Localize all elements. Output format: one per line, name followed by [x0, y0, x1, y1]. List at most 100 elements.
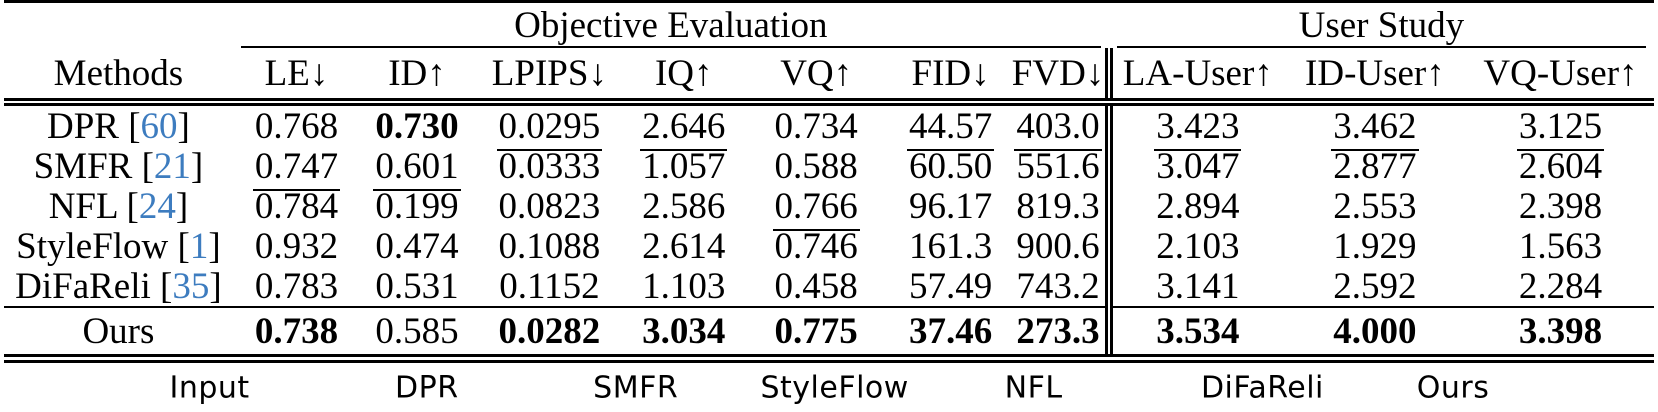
ours-vq-value: 0.775: [742, 306, 890, 363]
group-header-spacer: [4, 2, 233, 49]
col-header-la-user: LA-User↑: [1104, 48, 1283, 106]
value-text: 0.0295: [496, 105, 603, 151]
nfl-lpips-value: 0.0823: [474, 186, 625, 226]
dpr-la-user-value: 3.423: [1104, 102, 1283, 151]
difareli-fid-value: 57.49: [890, 266, 1011, 307]
table-row-smfr: SMFR [21] 0.747 0.601 0.0333 1.057 0.588 60.50…: [4, 145, 1654, 191]
method-name: DiFaReli: [15, 265, 151, 307]
nfl-iq-value: 2.586: [625, 186, 742, 226]
group-header-objective-evaluation: Objective Evaluation: [233, 2, 1109, 49]
value-text: 1.103: [642, 265, 726, 307]
nfl-vq-user-value: 2.398: [1467, 186, 1654, 226]
value-text: 2.592: [1333, 265, 1417, 307]
value-text: 0.1088: [498, 225, 601, 267]
difareli-fvd-value: 743.2: [1011, 266, 1109, 307]
smfr-vq-user-value: 2.604: [1467, 146, 1654, 186]
citation-link[interactable]: 21: [153, 145, 191, 187]
col-header-id-user: ID-User↑: [1282, 48, 1467, 106]
value-text: 2.553: [1333, 185, 1417, 227]
value-text: 0.747: [252, 145, 341, 191]
styleflow-la-user-value: 2.103: [1104, 225, 1283, 267]
method-cell-difareli: DiFaReli [35]: [15, 265, 222, 307]
method-name: DPR: [46, 105, 119, 147]
col-header-id: ID↑: [360, 48, 474, 106]
value-text: 0.474: [375, 225, 459, 267]
value-text: 0.458: [774, 265, 858, 307]
nfl-id-value: 0.199: [360, 186, 474, 226]
value-text: 3.047: [1156, 145, 1240, 187]
col-header-fvd: FVD↓: [1011, 48, 1109, 106]
nfl-fvd-value: 819.3: [1011, 186, 1109, 226]
method-name: StyleFlow: [16, 225, 169, 267]
nfl-fid-value: 96.17: [890, 186, 1011, 226]
value-text: 0.531: [375, 265, 459, 307]
figure-label-ours: Ours: [1416, 370, 1490, 406]
method-name: SMFR: [33, 145, 133, 187]
ours-id-user-value: 4.000: [1282, 306, 1467, 363]
difareli-lpips-value: 0.1152: [474, 266, 625, 307]
nfl-le-value: 0.784: [233, 186, 360, 226]
table-row-styleflow: StyleFlow [1] 0.932 0.474 0.1088 2.614 0.746 1…: [4, 226, 1654, 266]
styleflow-fvd-value: 900.6: [1011, 226, 1109, 266]
value-text: 0.0333: [498, 145, 601, 187]
citation-link[interactable]: 1: [189, 225, 209, 267]
styleflow-id-value: 0.474: [360, 226, 474, 266]
col-header-vq: VQ↑: [742, 48, 890, 106]
smfr-lpips-value: 0.0333: [474, 146, 625, 186]
smfr-id-value: 0.601: [360, 145, 474, 191]
styleflow-le-value: 0.932: [233, 226, 360, 266]
ours-le-value: 0.738: [232, 306, 361, 363]
method-name: Ours: [82, 310, 155, 352]
citation-link[interactable]: 60: [140, 105, 178, 147]
value-text: 96.17: [908, 185, 993, 227]
method-cell-ours: Ours: [4, 306, 233, 363]
group-header-row: Objective Evaluation User Study: [4, 2, 1654, 49]
value-text: 2.586: [642, 185, 726, 227]
styleflow-vq-value: 0.746: [743, 226, 890, 266]
paper-table-figure: Objective Evaluation User Study Methods …: [4, 0, 1654, 412]
table-row-ours: Ours 0.738 0.585 0.0282 3.034 0.775 37.46 273.3…: [4, 306, 1654, 363]
value-text: 819.3: [1016, 185, 1100, 227]
figure-label-dpr: DPR: [395, 370, 459, 406]
citation-link[interactable]: 24: [138, 185, 176, 227]
value-text: 0.601: [373, 145, 461, 191]
nfl-vq-value: 0.766: [743, 185, 890, 231]
styleflow-iq-value: 2.614: [625, 226, 742, 266]
value-text: 4.000: [1333, 310, 1417, 352]
citation-link[interactable]: 35: [172, 265, 210, 307]
value-text: 3.462: [1331, 105, 1419, 151]
value-text: 37.46: [908, 310, 993, 352]
smfr-le-value: 0.747: [233, 145, 360, 191]
styleflow-vq-user-value: 1.563: [1467, 226, 1654, 266]
value-text: 60.50: [908, 145, 993, 187]
dpr-iq-value: 2.646: [625, 102, 742, 151]
value-text: 0.932: [254, 225, 339, 267]
value-text: 0.734: [774, 105, 858, 147]
dpr-id-user-value: 3.462: [1283, 102, 1467, 151]
method-cell-dpr: DPR [60]: [46, 105, 190, 147]
ours-lpips-value: 0.0282: [473, 306, 626, 363]
method-cell-nfl: NFL [24]: [48, 185, 189, 227]
column-header-row: Methods LE↓ ID↑ LPIPS↓ IQ↑ VQ↑ FID↓ FVD↓ LA-Use…: [4, 48, 1654, 106]
figure-label-nfl: NFL: [1004, 370, 1063, 406]
difareli-vq-user-value: 2.284: [1467, 266, 1654, 307]
value-text: 3.398: [1518, 310, 1603, 352]
nfl-id-user-value: 2.553: [1283, 186, 1467, 226]
smfr-la-user-value: 3.047: [1104, 145, 1283, 187]
smfr-iq-value: 1.057: [625, 146, 742, 186]
value-text: 1.929: [1333, 225, 1417, 267]
value-text: 1.057: [642, 145, 726, 187]
col-header-fid: FID↓: [889, 48, 1012, 106]
value-text: 0.746: [774, 225, 858, 267]
value-text: 3.125: [1516, 105, 1605, 151]
value-text: 2.103: [1156, 225, 1240, 267]
value-text: 0.0282: [498, 310, 601, 352]
value-text: 743.2: [1016, 265, 1100, 307]
ours-fvd-value: 273.3: [1011, 306, 1109, 363]
figure-label-input: Input: [169, 370, 250, 406]
value-text: 2.646: [640, 105, 728, 151]
results-table-body: DPR [60] 0.768 0.730 0.0295 2.646 0.734 44.57 4…: [4, 102, 1654, 363]
figure-label-strip: Input DPR SMFR StyleFlow NFL DiFaReli Ou…: [4, 363, 1658, 412]
value-text: 161.3: [908, 225, 993, 267]
value-text: 2.894: [1156, 185, 1240, 227]
